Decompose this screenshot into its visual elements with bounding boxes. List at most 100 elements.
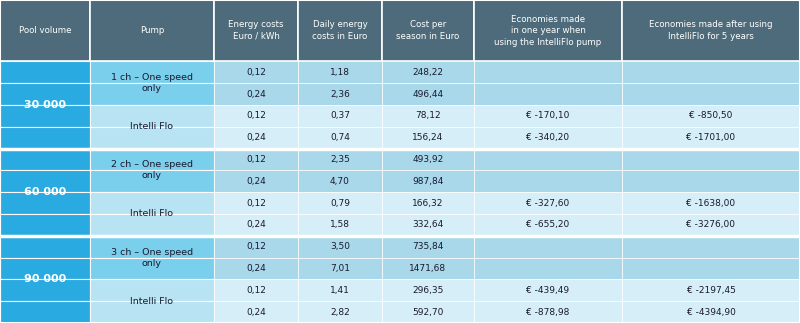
Text: € -2197,45: € -2197,45 — [686, 286, 735, 295]
Text: 0,12: 0,12 — [246, 111, 266, 120]
Bar — [0, 192, 90, 214]
Text: 90 000: 90 000 — [24, 275, 66, 284]
Bar — [214, 258, 298, 279]
Bar — [0, 279, 90, 301]
Bar — [298, 192, 382, 214]
Text: 0,24: 0,24 — [246, 264, 266, 273]
Bar — [474, 258, 622, 279]
Bar — [474, 214, 622, 236]
Text: 0,24: 0,24 — [246, 177, 266, 186]
Text: 332,64: 332,64 — [412, 220, 444, 229]
Text: 1,18: 1,18 — [330, 68, 350, 77]
Text: € -327,60: € -327,60 — [526, 199, 570, 208]
Bar — [622, 0, 800, 61]
Bar — [90, 171, 214, 192]
Bar — [298, 301, 382, 323]
Bar — [622, 214, 800, 236]
Bar — [298, 149, 382, 171]
Bar — [90, 61, 214, 83]
Bar — [474, 236, 622, 258]
Text: 0,12: 0,12 — [246, 242, 266, 251]
Bar — [622, 105, 800, 127]
Bar — [214, 301, 298, 323]
Text: Intelli Flo: Intelli Flo — [130, 122, 174, 131]
Bar — [0, 236, 90, 258]
Text: € -3276,00: € -3276,00 — [686, 220, 735, 229]
Text: 2,35: 2,35 — [330, 155, 350, 164]
Bar — [214, 214, 298, 236]
Bar — [214, 83, 298, 105]
Text: 248,22: 248,22 — [413, 68, 443, 77]
Bar — [298, 105, 382, 127]
Text: 0,37: 0,37 — [330, 111, 350, 120]
Bar — [90, 192, 214, 214]
Text: 0,24: 0,24 — [246, 89, 266, 99]
Bar — [0, 149, 90, 171]
Bar — [0, 61, 90, 83]
Text: 2,36: 2,36 — [330, 89, 350, 99]
Text: € -4394,90: € -4394,90 — [686, 307, 735, 317]
Text: 30 000: 30 000 — [24, 100, 66, 110]
Bar — [214, 192, 298, 214]
Bar — [382, 127, 474, 149]
Text: € -340,20: € -340,20 — [526, 133, 570, 142]
Bar — [382, 301, 474, 323]
Bar — [474, 279, 622, 301]
Text: 3,50: 3,50 — [330, 242, 350, 251]
Bar — [382, 171, 474, 192]
Bar — [298, 258, 382, 279]
Bar — [298, 127, 382, 149]
Text: 156,24: 156,24 — [412, 133, 444, 142]
Bar — [90, 236, 214, 258]
Text: 735,84: 735,84 — [412, 242, 444, 251]
Text: Pool volume: Pool volume — [18, 26, 71, 35]
Bar — [382, 236, 474, 258]
Text: 166,32: 166,32 — [412, 199, 444, 208]
Text: € -1638,00: € -1638,00 — [686, 199, 735, 208]
Text: 0,12: 0,12 — [246, 155, 266, 164]
Bar — [214, 171, 298, 192]
Bar — [382, 214, 474, 236]
Bar — [90, 301, 214, 323]
Bar — [90, 258, 214, 279]
Text: € -655,20: € -655,20 — [526, 220, 570, 229]
Bar — [474, 0, 622, 61]
Bar — [298, 0, 382, 61]
Text: 1,41: 1,41 — [330, 286, 350, 295]
Text: 493,92: 493,92 — [412, 155, 444, 164]
Bar — [214, 0, 298, 61]
Bar — [622, 127, 800, 149]
Text: 2 ch – One speed
only: 2 ch – One speed only — [111, 160, 193, 181]
Bar — [0, 105, 90, 127]
Text: 0,24: 0,24 — [246, 133, 266, 142]
Bar — [90, 83, 214, 105]
Bar — [622, 171, 800, 192]
Text: 0,24: 0,24 — [246, 220, 266, 229]
Text: € -878,98: € -878,98 — [526, 307, 570, 317]
Text: € -1701,00: € -1701,00 — [686, 133, 735, 142]
Bar — [382, 192, 474, 214]
Bar — [622, 61, 800, 83]
Text: 0,12: 0,12 — [246, 68, 266, 77]
Bar — [0, 301, 90, 323]
Bar — [298, 279, 382, 301]
Bar — [214, 236, 298, 258]
Bar — [382, 105, 474, 127]
Text: 60 000: 60 000 — [24, 187, 66, 197]
Text: 0,79: 0,79 — [330, 199, 350, 208]
Text: 1 ch – One speed
only: 1 ch – One speed only — [111, 73, 193, 93]
Text: 4,70: 4,70 — [330, 177, 350, 186]
Text: 496,44: 496,44 — [413, 89, 443, 99]
Text: 296,35: 296,35 — [412, 286, 444, 295]
Bar — [622, 83, 800, 105]
Text: 3 ch – One speed
only: 3 ch – One speed only — [111, 247, 193, 268]
Text: Economies made
in one year when
using the IntelliFlo pump: Economies made in one year when using th… — [494, 15, 602, 47]
Bar — [214, 127, 298, 149]
Bar — [474, 192, 622, 214]
Bar — [382, 149, 474, 171]
Bar — [90, 0, 214, 61]
Bar — [622, 301, 800, 323]
Text: 0,12: 0,12 — [246, 199, 266, 208]
Text: Intelli Flo: Intelli Flo — [130, 210, 174, 218]
Text: 1471,68: 1471,68 — [410, 264, 446, 273]
